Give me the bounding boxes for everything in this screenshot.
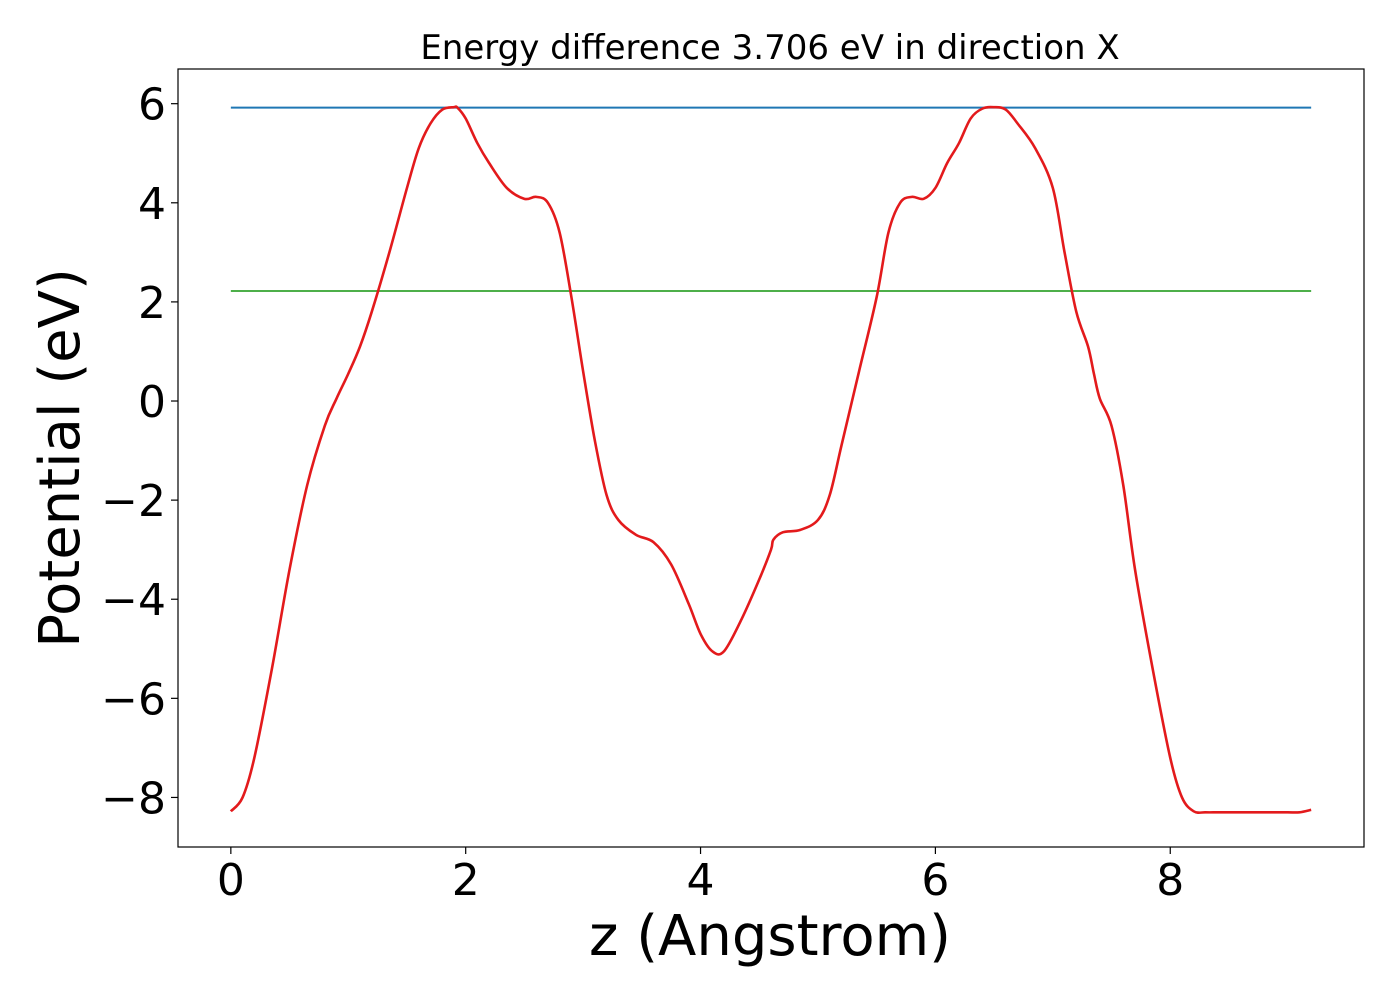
x-axis: 0 2 4 6 8	[217, 847, 1184, 906]
chart-title: Energy difference 3.706 eV in direction …	[420, 28, 1119, 68]
y-tick-label: 6	[138, 80, 166, 131]
x-axis-title: z (Angstrom)	[589, 904, 951, 969]
x-tick-label: 2	[452, 855, 480, 906]
y-tick-label: 2	[138, 278, 166, 329]
y-tick-label: 0	[138, 377, 166, 428]
potential-curve	[229, 105, 1312, 814]
y-axis: −8 −6 −4 −2 0 2 4 6	[101, 80, 178, 824]
y-tick-label: −4	[101, 575, 166, 626]
x-tick-label: 0	[217, 855, 245, 906]
y-tick-label: −2	[101, 476, 166, 527]
y-tick-label: −6	[101, 674, 166, 725]
x-tick-label: 6	[921, 855, 949, 906]
x-tick-label: 8	[1156, 855, 1184, 906]
y-axis-title: Potential (eV)	[28, 268, 93, 648]
plot-area	[229, 105, 1312, 814]
plot-frame	[177, 68, 1365, 848]
y-tick-label: −8	[101, 773, 166, 824]
x-tick-label: 4	[687, 855, 715, 906]
y-tick-label: 4	[138, 179, 166, 230]
